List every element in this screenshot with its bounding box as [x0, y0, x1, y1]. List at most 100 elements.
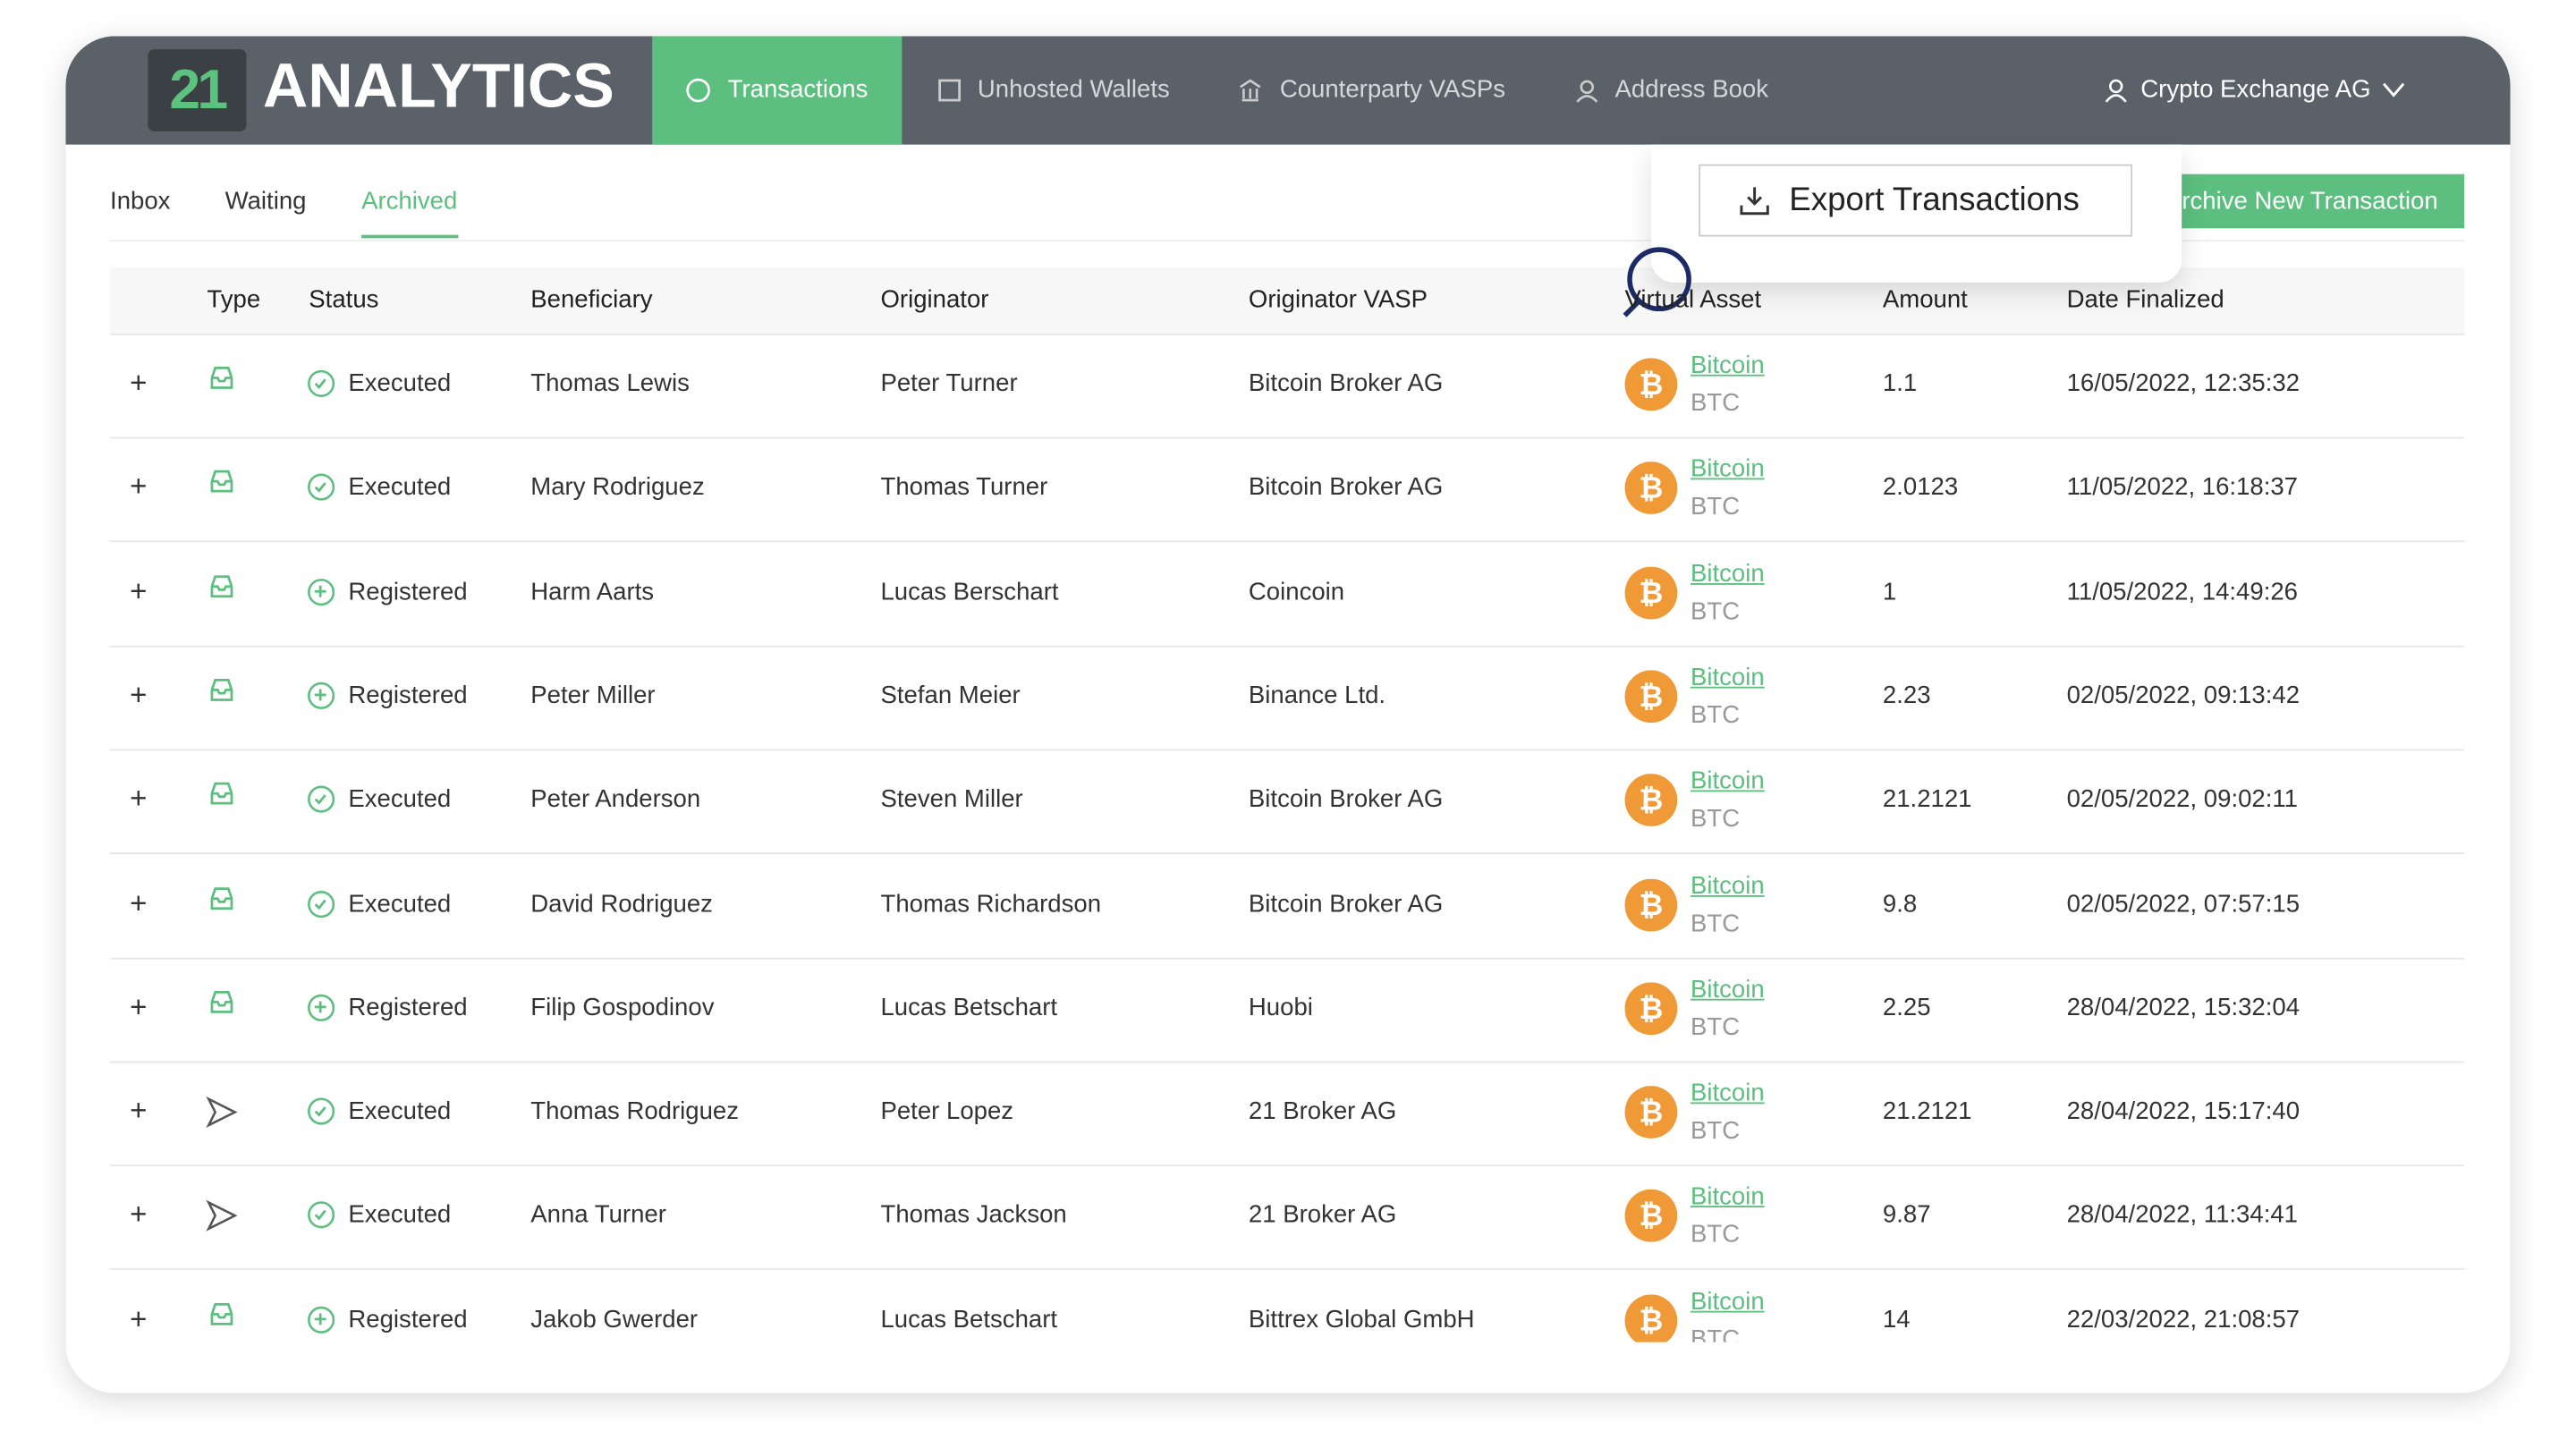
- bitcoin-icon: ₿: [1624, 774, 1678, 827]
- nav-item[interactable]: Address Book: [1614, 75, 1769, 104]
- expand-button[interactable]: +: [130, 366, 148, 400]
- beneficiary: Harm Aarts: [530, 577, 655, 606]
- expand-button[interactable]: +: [130, 574, 148, 607]
- table-row[interactable]: + Executed Mary Rodriguez Thomas Turner …: [110, 437, 2465, 543]
- table-row[interactable]: + Executed David Rodriguez Thomas Richar…: [110, 853, 2465, 959]
- expand-button[interactable]: +: [130, 470, 148, 504]
- status-icon: [308, 682, 335, 709]
- asset-ticker: BTC: [1690, 1012, 1741, 1042]
- asset-link[interactable]: Bitcoin: [1690, 455, 1765, 484]
- svg-text:₿: ₿: [1639, 470, 1663, 505]
- svg-text:₿: ₿: [1639, 990, 1663, 1025]
- originator-vasp: 21 Broker AG: [1248, 1097, 1397, 1126]
- nav-item[interactable]: Transactions: [727, 75, 869, 104]
- amount: 14: [1882, 1305, 1911, 1334]
- svg-text:₿: ₿: [1639, 783, 1663, 817]
- svg-text:₿: ₿: [1639, 1302, 1663, 1337]
- expand-button[interactable]: +: [130, 1094, 148, 1128]
- expand-button[interactable]: +: [130, 782, 148, 816]
- date-finalized: 28/04/2022, 15:17:40: [2066, 1097, 2301, 1126]
- date-finalized: 02/05/2022, 09:13:42: [2066, 682, 2301, 710]
- svg-text:₿: ₿: [1639, 367, 1663, 402]
- status-icon: [308, 1097, 335, 1125]
- beneficiary: Peter Anderson: [530, 785, 701, 814]
- download-icon: [1740, 187, 1769, 216]
- bitcoin-icon: ₿: [1624, 670, 1678, 723]
- tab[interactable]: Waiting: [225, 187, 307, 216]
- nav-item[interactable]: Unhosted Wallets: [977, 75, 1170, 104]
- expand-button[interactable]: +: [130, 1198, 148, 1232]
- incoming-icon: [210, 1302, 233, 1325]
- originator-vasp: Bitcoin Broker AG: [1248, 785, 1444, 814]
- status: Executed: [348, 1201, 452, 1230]
- status: Executed: [348, 1097, 452, 1126]
- asset-link[interactable]: Bitcoin: [1690, 975, 1765, 1003]
- date-finalized: 28/04/2022, 15:32:04: [2066, 993, 2301, 1022]
- active-nav-bg: [652, 36, 902, 145]
- tab[interactable]: Inbox: [110, 187, 171, 216]
- originator-vasp: Binance Ltd.: [1248, 682, 1386, 710]
- button-label: Archive New Transaction: [2165, 187, 2438, 216]
- table-row[interactable]: + Registered Jakob Gwerder Lucas Betscha…: [110, 1269, 2464, 1342]
- table-row[interactable]: + Executed Peter Anderson Steven Miller …: [110, 749, 2465, 855]
- table-row[interactable]: + Executed Anna Turner Thomas Jackson 21…: [110, 1165, 2465, 1271]
- asset-link[interactable]: Bitcoin: [1690, 1183, 1765, 1212]
- originator: Stefan Meier: [880, 682, 1021, 710]
- svg-text:₿: ₿: [1639, 1198, 1663, 1233]
- nav-icon: [938, 79, 962, 102]
- table-row[interactable]: + Registered Harm Aarts Lucas Berschart …: [110, 541, 2465, 647]
- incoming-icon: [210, 783, 233, 805]
- table-row[interactable]: + Registered Peter Miller Stefan Meier B…: [110, 646, 2465, 751]
- user-menu[interactable]: Crypto Exchange AG: [2140, 75, 2371, 104]
- asset-link[interactable]: Bitcoin: [1690, 1287, 1765, 1316]
- asset-link[interactable]: Bitcoin: [1690, 663, 1765, 692]
- top-bar: 21 ANALYTICS Transactions Unhosted Walle…: [65, 36, 2511, 145]
- incoming-icon: [210, 367, 233, 389]
- status: Executed: [348, 785, 452, 814]
- expand-button[interactable]: +: [130, 678, 148, 712]
- bitcoin-icon: ₿: [1624, 358, 1678, 411]
- status-icon: [308, 1201, 335, 1230]
- incoming-icon: [210, 574, 233, 597]
- amount: 21.2121: [1882, 785, 1972, 814]
- export-button[interactable]: Export Transactions: [1699, 164, 2133, 237]
- asset-link[interactable]: Bitcoin: [1690, 871, 1765, 900]
- column-header: Originator VASP: [1248, 285, 1428, 314]
- amount: 21.2121: [1882, 1097, 1972, 1126]
- originator: Peter Turner: [880, 369, 1018, 398]
- column-header: Date Finalized: [2066, 285, 2224, 314]
- status-icon: [308, 1306, 335, 1334]
- bitcoin-icon: ₿: [1624, 1086, 1678, 1139]
- expand-button[interactable]: +: [130, 885, 148, 919]
- chevron: [2382, 82, 2405, 97]
- bitcoin-icon: ₿: [1624, 877, 1678, 931]
- date-finalized: 02/05/2022, 07:57:15: [2066, 889, 2301, 918]
- nav-item[interactable]: Counterparty VASPs: [1279, 75, 1505, 104]
- originator: Steven Miller: [880, 785, 1023, 814]
- asset-link[interactable]: Bitcoin: [1690, 767, 1765, 796]
- asset-link[interactable]: Bitcoin: [1690, 1079, 1765, 1108]
- originator-vasp: Bittrex Global GmbH: [1248, 1305, 1475, 1334]
- expand-button[interactable]: +: [130, 1301, 148, 1335]
- originator-vasp: Bitcoin Broker AG: [1248, 369, 1444, 398]
- asset-ticker: BTC: [1690, 389, 1741, 418]
- bitcoin-icon: ₿: [1624, 1190, 1678, 1243]
- table-row[interactable]: + Executed Thomas Lewis Peter Turner Bit…: [110, 334, 2465, 439]
- expand-button[interactable]: +: [130, 990, 148, 1023]
- beneficiary: Peter Miller: [530, 682, 656, 710]
- incoming-icon: [210, 990, 233, 1013]
- table-row[interactable]: + Registered Filip Gospodinov Lucas Bets…: [110, 957, 2465, 1063]
- nav-icon: [1576, 80, 1598, 103]
- amount: 9.87: [1882, 1201, 1931, 1230]
- status-icon: [308, 578, 335, 605]
- status: Executed: [348, 369, 452, 398]
- svg-text:₿: ₿: [1639, 574, 1663, 609]
- asset-link[interactable]: Bitcoin: [1690, 559, 1765, 588]
- tab-active[interactable]: Archived: [361, 187, 458, 216]
- outgoing-icon: [206, 1200, 238, 1232]
- status-icon: [308, 369, 335, 397]
- table-row[interactable]: + Executed Thomas Rodriguez Peter Lopez …: [110, 1062, 2465, 1167]
- asset-link[interactable]: Bitcoin: [1690, 351, 1765, 380]
